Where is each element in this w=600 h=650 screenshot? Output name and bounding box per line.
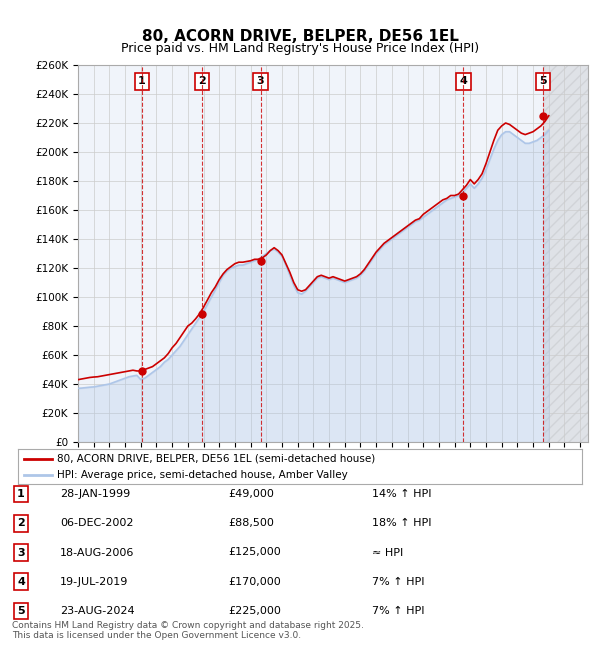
Text: Contains HM Land Registry data © Crown copyright and database right 2025.
This d: Contains HM Land Registry data © Crown c…	[12, 621, 364, 640]
Text: Price paid vs. HM Land Registry's House Price Index (HPI): Price paid vs. HM Land Registry's House …	[121, 42, 479, 55]
Text: 28-JAN-1999: 28-JAN-1999	[60, 489, 130, 499]
Text: £125,000: £125,000	[228, 547, 281, 558]
Text: 3: 3	[257, 76, 265, 86]
Text: 23-AUG-2024: 23-AUG-2024	[60, 606, 134, 616]
Text: 1: 1	[138, 76, 146, 86]
Text: 4: 4	[17, 577, 25, 587]
Text: £170,000: £170,000	[228, 577, 281, 587]
Text: £88,500: £88,500	[228, 518, 274, 528]
Text: 3: 3	[17, 547, 25, 558]
Text: 06-DEC-2002: 06-DEC-2002	[60, 518, 133, 528]
Text: 5: 5	[17, 606, 25, 616]
Text: 7% ↑ HPI: 7% ↑ HPI	[372, 606, 425, 616]
Text: ≈ HPI: ≈ HPI	[372, 547, 403, 558]
Bar	[543, 65, 588, 442]
Bar	[543, 65, 588, 442]
Text: 5: 5	[539, 76, 547, 86]
Text: 80, ACORN DRIVE, BELPER, DE56 1EL: 80, ACORN DRIVE, BELPER, DE56 1EL	[142, 29, 458, 44]
Text: 2: 2	[199, 76, 206, 86]
Text: £225,000: £225,000	[228, 606, 281, 616]
Text: 80, ACORN DRIVE, BELPER, DE56 1EL (semi-detached house): 80, ACORN DRIVE, BELPER, DE56 1EL (semi-…	[58, 454, 376, 463]
Text: 4: 4	[460, 76, 467, 86]
Text: 19-JUL-2019: 19-JUL-2019	[60, 577, 128, 587]
Text: 1: 1	[17, 489, 25, 499]
Text: 2: 2	[17, 518, 25, 528]
Text: 18% ↑ HPI: 18% ↑ HPI	[372, 518, 431, 528]
Text: £49,000: £49,000	[228, 489, 274, 499]
Text: 7% ↑ HPI: 7% ↑ HPI	[372, 577, 425, 587]
Text: 14% ↑ HPI: 14% ↑ HPI	[372, 489, 431, 499]
Text: HPI: Average price, semi-detached house, Amber Valley: HPI: Average price, semi-detached house,…	[58, 469, 348, 480]
Text: 18-AUG-2006: 18-AUG-2006	[60, 547, 134, 558]
